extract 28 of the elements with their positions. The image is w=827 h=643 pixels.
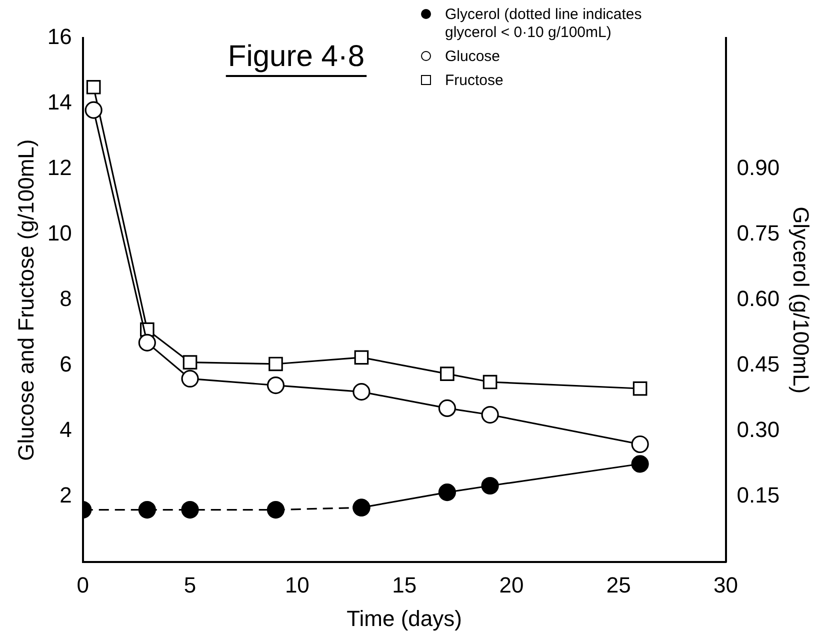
y-axis-title: Glucose and Fructose (g/100mL) (13, 139, 38, 461)
y-tick-label: 10 (47, 220, 72, 246)
y2-axis-title: Glycerol (g/100mL) (788, 206, 814, 394)
legend-label: Glycerol (dotted line indicates glycerol < 0·10 g/100mL) (445, 6, 642, 42)
y-tick-label: 4 (60, 417, 72, 442)
y2-tick-label: 0.45 (736, 352, 780, 377)
chart-title: Figure 4·8 (228, 40, 365, 73)
y-tick-label: 8 (60, 286, 72, 312)
x-tick-label: 25 (606, 572, 631, 598)
x-tick-label: 5 (184, 572, 196, 598)
y-tick-label: 2 (60, 482, 72, 508)
x-tick-label: 0 (76, 572, 89, 598)
x-tick-label: 10 (284, 572, 310, 598)
x-tick-label: 15 (392, 572, 417, 598)
x-tick-label: 20 (499, 572, 524, 598)
legend-label: Glucose (445, 48, 500, 66)
x-tick-label: 30 (714, 572, 738, 598)
y-tick-label: 14 (47, 90, 72, 115)
legend-label: Fructose (445, 72, 504, 90)
y2-tick-label: 0.90 (736, 155, 780, 180)
y2-tick-label: 0.15 (736, 482, 780, 508)
x-axis-title: Time (days) (346, 606, 462, 631)
y-tick-label: 16 (47, 24, 72, 50)
y2-tick-label: 0.75 (736, 220, 780, 246)
y2-tick-label: 0.30 (736, 417, 780, 442)
y-tick-label: 6 (60, 352, 72, 377)
y-tick-label: 12 (47, 155, 72, 180)
y2-tick-label: 0.60 (736, 286, 780, 312)
